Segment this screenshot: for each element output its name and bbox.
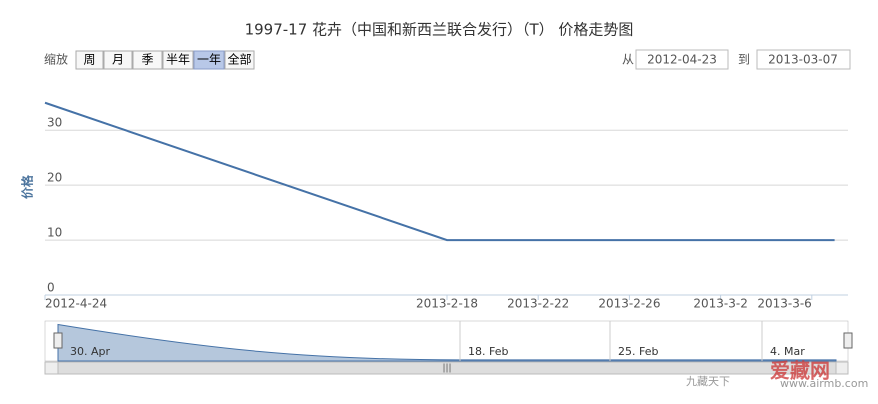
to-label: 到 — [738, 53, 750, 67]
zoom-label: 缩放 — [44, 52, 68, 67]
from-date[interactable]: 2012-04-23 — [647, 53, 717, 67]
y-tick-label: 30 — [47, 116, 62, 130]
scrollbar-thumb[interactable] — [57, 361, 837, 375]
nav-handle-right[interactable] — [843, 332, 853, 349]
to-input[interactable] — [756, 49, 851, 70]
scrollbar-grip: ||| — [442, 364, 451, 374]
navigator-label: 18. Feb — [468, 345, 508, 358]
y-tick-label: 20 — [47, 171, 62, 185]
zoom-button[interactable] — [103, 50, 133, 70]
to-date[interactable]: 2013-03-07 — [768, 53, 838, 67]
zoom-button[interactable] — [224, 50, 255, 70]
zoom-button-label[interactable]: 半年 — [166, 53, 190, 67]
navigator[interactable] — [44, 320, 849, 362]
nav-handle-left[interactable] — [53, 332, 63, 349]
navigator-label: 4. Mar — [770, 345, 805, 358]
zoom-button-label[interactable]: 一年 — [197, 53, 221, 67]
watermark: 爱藏网 — [770, 359, 830, 383]
navigator-label: 25. Feb — [618, 345, 658, 358]
line-series — [44, 101, 835, 242]
from-label: 从 — [622, 53, 634, 67]
zoom-button-label[interactable]: 周 — [83, 53, 95, 67]
x-tick-label: 2013-3-6 — [757, 297, 811, 311]
zoom-button-label[interactable]: 月 — [112, 53, 124, 67]
y-tick-label: 10 — [47, 226, 62, 240]
from-input[interactable] — [635, 49, 729, 70]
zoom-button[interactable] — [162, 50, 194, 70]
navigator-label: 30. Apr — [70, 345, 110, 358]
zoom-button-label[interactable]: 季 — [141, 53, 153, 67]
navigator-area — [57, 323, 837, 362]
x-tick-label: 2013-2-18 — [416, 297, 478, 311]
y-tick-label: 0 — [47, 281, 55, 295]
x-tick-label: 2013-2-22 — [507, 297, 569, 311]
x-tick-label: 2012-4-24 — [45, 297, 107, 311]
watermark-url: www.airmb.com — [780, 377, 868, 390]
chart-title: 1997-17 花卉（中国和新西兰联合发行）（T） 价格走势图 — [245, 21, 634, 39]
y-axis-title: 价格 — [20, 174, 35, 199]
watermark-small: 九藏天下 — [686, 375, 730, 388]
x-tick-label: 2013-3-2 — [693, 297, 747, 311]
zoom-button[interactable] — [75, 50, 104, 70]
zoom-button[interactable] — [193, 50, 225, 70]
x-tick-label: 2013-2-26 — [598, 297, 660, 311]
zoom-button-label[interactable]: 全部 — [227, 52, 251, 67]
zoom-button[interactable] — [132, 50, 163, 70]
